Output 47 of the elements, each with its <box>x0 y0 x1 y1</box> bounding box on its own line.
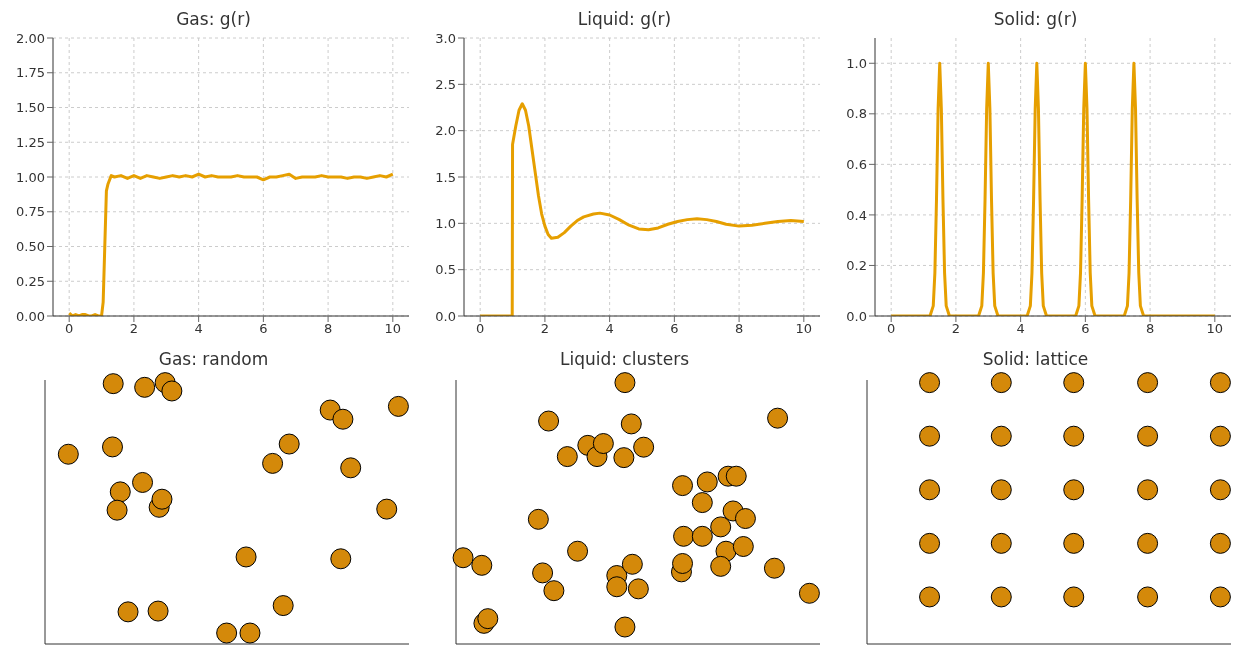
y-tick-label: 0.25 <box>16 273 45 289</box>
x-tick-label: 10 <box>795 321 813 337</box>
x-tick-label: 6 <box>670 321 679 337</box>
y-tick-label: 0.50 <box>16 239 45 255</box>
y-tick-label: 1.5 <box>435 169 456 185</box>
x-tick-label: 10 <box>384 321 402 337</box>
y-tick-label: 1.0 <box>846 55 867 71</box>
x-tick-label: 10 <box>1206 321 1224 337</box>
y-tick-label: 0.6 <box>846 156 867 172</box>
x-tick-label: 4 <box>194 321 203 337</box>
y-tick-label: 0.4 <box>846 207 867 223</box>
chart-title: Gas: g(r) <box>175 8 252 30</box>
x-tick-label: 0 <box>65 321 74 337</box>
x-tick-label: 4 <box>1016 321 1025 337</box>
y-tick-label: 0.75 <box>16 204 45 220</box>
text: Solid: lattice <box>981 348 1090 370</box>
x-tick-label: 8 <box>1145 321 1155 337</box>
x-tick-label: 2 <box>540 321 550 337</box>
y-tick-label: 0.0 <box>846 308 867 324</box>
x-tick-label: 8 <box>734 321 744 337</box>
y-tick-label: 2.00 <box>16 30 45 46</box>
text: Liquid: clusters <box>558 348 691 370</box>
y-tick-label: 2.5 <box>435 76 456 92</box>
x-tick-label: 6 <box>1081 321 1090 337</box>
y-tick-label: 2.0 <box>435 123 456 139</box>
y-tick-label: 0.2 <box>846 258 867 274</box>
y-tick-label: 0.5 <box>435 262 456 278</box>
chart-title: Liquid: g(r) <box>576 8 673 30</box>
x-tick-label: 6 <box>259 321 268 337</box>
y-tick-label: 1.25 <box>16 134 45 150</box>
text: Gas: random <box>157 348 270 370</box>
y-tick-label: 1.50 <box>16 100 45 116</box>
y-tick-label: 0.0 <box>435 308 456 324</box>
y-tick-label: 1.0 <box>435 215 456 231</box>
y-tick-label: 0.00 <box>16 308 45 324</box>
x-tick-label: 0 <box>887 321 896 337</box>
x-tick-label: 8 <box>323 321 333 337</box>
y-tick-label: 1.00 <box>16 169 45 185</box>
x-tick-label: 0 <box>476 321 485 337</box>
y-tick-label: 0.8 <box>846 106 867 122</box>
x-tick-label: 4 <box>605 321 614 337</box>
x-tick-label: 2 <box>951 321 961 337</box>
line-series <box>67 172 395 316</box>
chart-title: Solid: g(r) <box>992 8 1079 30</box>
y-tick-label: 3.0 <box>435 30 456 46</box>
y-tick-label: 1.75 <box>16 65 45 81</box>
x-tick-label: 2 <box>129 321 139 337</box>
